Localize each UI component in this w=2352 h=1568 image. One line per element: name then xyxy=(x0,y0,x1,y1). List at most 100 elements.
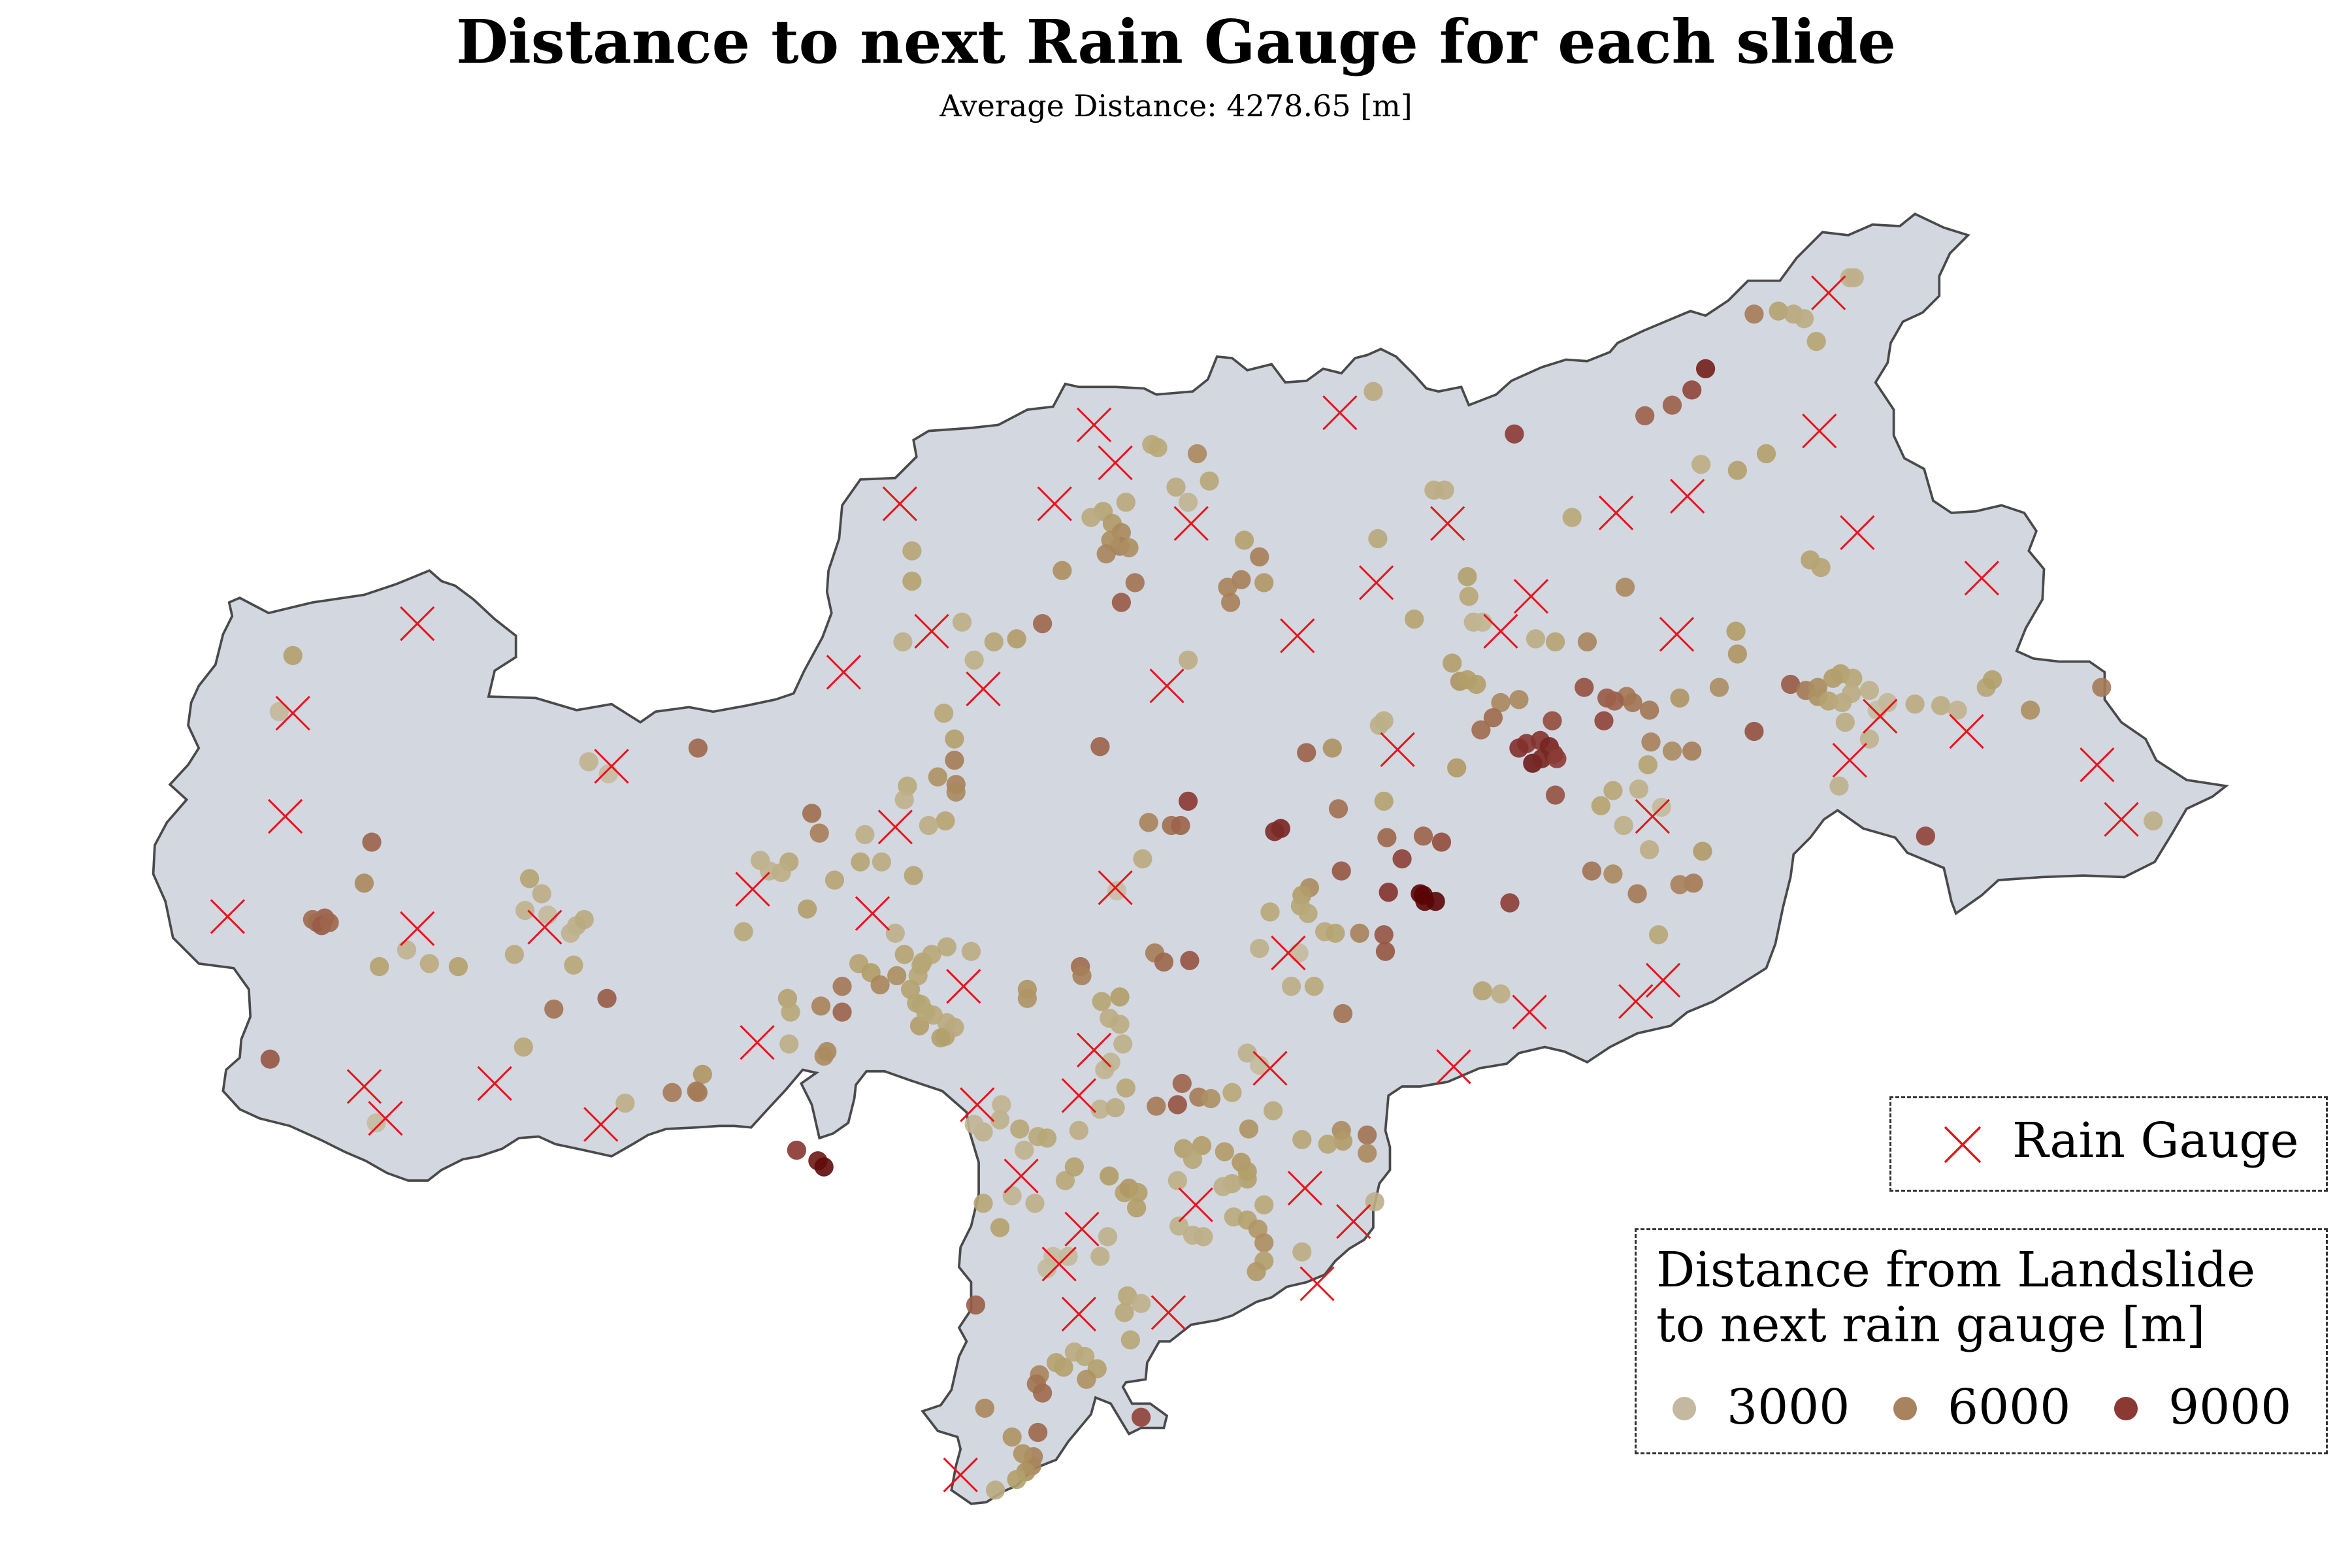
landslide-point xyxy=(781,1002,800,1022)
landslide-point xyxy=(885,923,905,943)
rain-gauge-marker xyxy=(1252,1051,1288,1086)
rain-gauge-marker xyxy=(740,1024,775,1060)
rain-gauge-marker xyxy=(1670,478,1705,514)
landslide-point xyxy=(2092,678,2112,697)
landslide-point xyxy=(1662,395,1682,415)
rain-gauge-marker xyxy=(1430,506,1465,541)
landslide-point xyxy=(893,632,913,652)
landslide-point xyxy=(851,852,870,872)
landslide-point xyxy=(1096,544,1116,564)
rain-gauge-marker xyxy=(1151,1295,1186,1330)
landslide-point xyxy=(984,632,1004,652)
landslide-point xyxy=(1126,1198,1147,1218)
landslide-point xyxy=(1333,1004,1353,1024)
landslide-point xyxy=(936,811,955,831)
landslide-point xyxy=(1431,832,1452,852)
landslide-point xyxy=(934,703,954,723)
landslide-point xyxy=(367,1113,386,1133)
landslide-point xyxy=(772,862,791,883)
landslide-point xyxy=(1120,1330,1140,1350)
landslide-point xyxy=(913,952,932,972)
landslide-point xyxy=(1691,455,1711,474)
landslide-point xyxy=(1131,1407,1151,1427)
landslide-point xyxy=(515,900,535,921)
landslide-point xyxy=(1110,1015,1130,1034)
landslide-point xyxy=(904,866,923,885)
landslide-point xyxy=(1368,529,1388,549)
landslide-point xyxy=(1092,992,1111,1011)
landslide-point xyxy=(1727,644,1747,664)
landslide-point xyxy=(1095,1060,1115,1080)
landslide-point xyxy=(797,899,817,919)
landslide-point xyxy=(1471,720,1491,740)
rain-gauge-marker xyxy=(1358,565,1394,600)
landslide-point xyxy=(1172,1073,1192,1093)
landslide-point xyxy=(1292,1242,1312,1262)
landslide-point xyxy=(519,869,540,889)
landslide-point xyxy=(814,1157,834,1177)
rain-gauge-marker xyxy=(1483,613,1518,649)
landslide-point xyxy=(975,1398,994,1418)
rain-gauge-marker xyxy=(1811,275,1846,310)
landslide-point xyxy=(1098,1227,1118,1247)
landslide-point xyxy=(370,956,389,977)
landslide-point xyxy=(945,750,964,770)
rain-gauge-marker xyxy=(1336,1204,1371,1239)
legend-dot-9000 xyxy=(2114,1397,2138,1420)
landslide-point xyxy=(1168,1095,1187,1115)
landslide-point xyxy=(1358,1125,1377,1145)
landslide-point xyxy=(1629,779,1649,799)
rain-gauge-marker xyxy=(914,613,949,649)
landslide-point xyxy=(1154,952,1174,972)
landslide-point xyxy=(787,1140,806,1160)
landslide-point xyxy=(985,1480,1005,1500)
landslide-point xyxy=(1582,861,1602,881)
rain-gauge-marker xyxy=(1287,1170,1323,1206)
landslide-point xyxy=(1090,737,1110,757)
landslide-point xyxy=(1841,683,1861,704)
landslide-point xyxy=(1139,813,1158,832)
distance-legend-title-line2: to next rain gauge [m] xyxy=(1656,1297,2206,1353)
rain-gauge-markers xyxy=(210,275,2139,1493)
rain-gauge-marker xyxy=(1802,413,1837,449)
rain-gauge-marker xyxy=(1322,395,1358,431)
rain-gauge-marker xyxy=(1098,870,1133,906)
rain-gauge-marker xyxy=(855,896,890,931)
landslide-point xyxy=(894,790,914,809)
landslide-point xyxy=(1605,691,1624,711)
landslide-point xyxy=(514,1037,533,1057)
landslide-point xyxy=(1192,1135,1212,1156)
landslide-point xyxy=(1640,840,1659,860)
landslide-point xyxy=(964,650,984,670)
rain-gauge-marker xyxy=(735,872,770,907)
landslide-point xyxy=(1577,632,1597,652)
landslide-point xyxy=(1603,864,1623,884)
landslide-point xyxy=(945,729,964,749)
landslide-point xyxy=(1491,984,1511,1004)
landslide-point xyxy=(952,612,972,632)
landslide-point xyxy=(1781,674,1801,694)
rain-gauge-marker xyxy=(1271,935,1306,971)
landslide-point xyxy=(1682,742,1702,761)
landslide-point xyxy=(1744,304,1764,324)
rain-gauge-marker xyxy=(1832,742,1867,778)
landslide-point xyxy=(1183,1149,1203,1169)
landslide-point xyxy=(1111,593,1132,612)
landslide-point xyxy=(1265,822,1284,841)
map-title: Distance to next Rain Gauge for each sli… xyxy=(456,7,1896,77)
landslide-point xyxy=(1505,424,1524,444)
landslide-point xyxy=(1281,977,1301,996)
landslide-point xyxy=(1081,508,1101,527)
landslide-point xyxy=(1298,904,1318,923)
rain-gauge-marker xyxy=(877,809,913,845)
landslide-point xyxy=(1100,1166,1119,1186)
landslide-point xyxy=(1178,791,1198,811)
landslide-point xyxy=(1695,359,1716,379)
landslide-point xyxy=(1119,538,1139,558)
rain-gauge-marker xyxy=(1659,617,1695,652)
landslide-point xyxy=(894,945,914,964)
landslide-point xyxy=(1213,1177,1233,1196)
landslide-point xyxy=(916,1002,936,1022)
landslide-point xyxy=(538,905,558,925)
landslide-point xyxy=(283,645,302,665)
